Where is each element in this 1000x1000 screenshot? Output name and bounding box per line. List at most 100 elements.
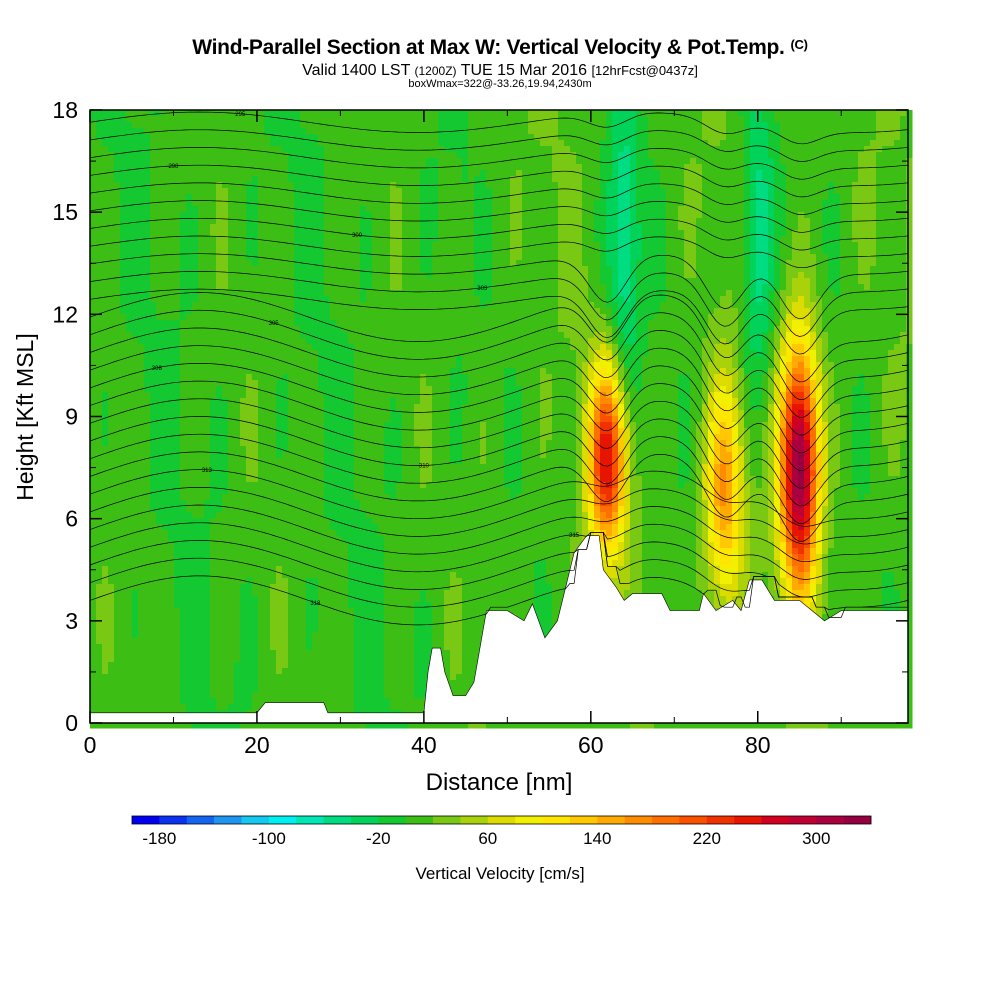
colorbar-swatch: [624, 816, 653, 824]
y-tick-label: 15: [52, 199, 78, 225]
colorbar-swatch: [296, 816, 324, 824]
theta-contour-line: [89, 235, 909, 269]
y-tick-label: 12: [52, 301, 78, 327]
colorbar-swatch: [323, 816, 352, 824]
theta-contour-line: [89, 271, 909, 337]
y-tick-label: 9: [65, 404, 78, 430]
colorbar-tick-label: 60: [478, 829, 497, 848]
theta-contour-line: [89, 129, 909, 162]
colorbar-swatch: [597, 816, 625, 824]
theta-contour-line: [89, 416, 909, 507]
theta-contour-label: 318: [310, 601, 321, 607]
colorbar-swatch: [214, 816, 242, 824]
terrain: [89, 535, 909, 724]
theta-contour-line: [89, 451, 909, 542]
colorbar-swatch: [734, 816, 762, 824]
colorbar-swatch: [542, 816, 571, 824]
colorbar: -180 -100 -20 60 140 220 300: [131, 815, 872, 848]
axis-ticks: 0 20 40 60 80 0 3 6 9 12 15 18: [52, 97, 908, 758]
colorbar-swatch: [241, 816, 270, 824]
colorbar-swatch: [761, 816, 790, 824]
theta-contour-line: [89, 380, 909, 471]
colorbar-swatch: [679, 816, 708, 824]
theta-contour-line: [89, 522, 909, 580]
theta-contour-line: [89, 363, 909, 454]
colorbar-swatch: [405, 816, 434, 824]
theta-contour-line: [89, 111, 909, 145]
theta-contour-line: [89, 200, 909, 233]
chart-title-text: Wind-Parallel Section at Max W: Vertical…: [192, 36, 785, 59]
forecast-info: [12hrFcst@0437z]: [591, 63, 698, 78]
theta-contour-line: [89, 504, 909, 563]
colorbar-swatch: [569, 816, 598, 824]
colorbar-swatch: [706, 816, 735, 824]
x-tick-label: 0: [84, 732, 97, 758]
x-tick-label: 60: [578, 732, 604, 758]
theta-contour-line: [89, 327, 909, 418]
colorbar-swatch: [132, 816, 160, 824]
colorbar-tick-label: -100: [252, 829, 286, 848]
theta-contour-line: [89, 345, 909, 436]
theta-contour-label: 305: [269, 321, 280, 327]
theta-contour-line: [89, 217, 909, 251]
y-axis-label: Height [Kft MSL]: [12, 333, 38, 500]
boxwmax-info: boxWmax=322@-33.26,19.94,2430m: [408, 78, 592, 90]
colorbar-swatch: [487, 816, 516, 824]
theta-contour-line: [89, 253, 909, 320]
colorbar-tick-label: -20: [366, 829, 391, 848]
valid-time-line: Valid 1400 LST (1200Z) TUE 15 Mar 2016 […: [0, 62, 1000, 80]
theta-contour-label: 298: [168, 164, 179, 170]
valid-date: TUE 15 Mar 2016: [460, 62, 587, 79]
theta-contour-line: [89, 309, 909, 400]
theta-contour-label: 295: [235, 112, 246, 118]
x-tick-label: 20: [244, 732, 270, 758]
theta-contour-line: [89, 469, 909, 527]
colorbar-swatch: [433, 816, 461, 824]
copyright-mark: (C): [790, 37, 808, 52]
colorbar-tick-label: -180: [142, 829, 176, 848]
theta-contour-label: 313: [202, 468, 213, 474]
colorbar-swatch: [460, 816, 489, 824]
colorbar-swatch: [378, 816, 407, 824]
theta-contour-label: 315: [569, 533, 580, 539]
theta-contour-line: [89, 292, 909, 383]
colorbar-swatch: [843, 816, 872, 824]
terrain-mask: [89, 535, 909, 724]
theta-contour-line: [89, 288, 909, 355]
colorbar-border: [131, 815, 872, 825]
colorbar-tick-label: 300: [802, 829, 830, 848]
colorbar-swatch: [816, 816, 844, 824]
valid-prefix: Valid 1400 LST: [302, 62, 411, 79]
theta-contour-line: [89, 433, 909, 524]
x-tick-label: 80: [745, 732, 771, 758]
colorbar-swatch: [515, 816, 543, 824]
colorbar-swatch: [350, 816, 379, 824]
colorbar-swatch: [159, 816, 188, 824]
colorbar-tick-label: 220: [693, 829, 721, 848]
colorbar-tick-label: 140: [583, 829, 611, 848]
x-axis-label: Distance [nm]: [426, 769, 573, 796]
theta-contour-line: [89, 531, 909, 598]
y-tick-label: 18: [52, 97, 78, 123]
colorbar-swatch: [788, 816, 817, 824]
theta-contours: 318 315 313 310 308 305 303 300 298 295: [89, 111, 909, 626]
colorbar-swatch: [186, 816, 215, 824]
theta-contour-label: 303: [477, 286, 488, 292]
theta-contour-line: [89, 182, 909, 215]
theta-contour-line: [89, 164, 909, 198]
theta-contour-line: [89, 486, 909, 545]
colorbar-swatch: [268, 816, 297, 824]
theta-contour-label: 300: [352, 233, 363, 239]
valid-zulu: (1200Z): [414, 64, 457, 78]
x-tick-label: 40: [411, 732, 437, 758]
theta-contour-label: 310: [419, 463, 430, 469]
colorbar-swatch: [652, 816, 680, 824]
y-tick-label: 3: [65, 608, 78, 634]
theta-contour-line: [89, 398, 909, 489]
y-tick-label: 0: [65, 710, 78, 736]
theta-contour-label: 308: [152, 366, 163, 372]
chart-title: Wind-Parallel Section at Max W: Vertical…: [0, 36, 1000, 60]
colorbar-label: Vertical Velocity [cm/s]: [415, 864, 585, 883]
y-tick-label: 6: [65, 506, 78, 532]
